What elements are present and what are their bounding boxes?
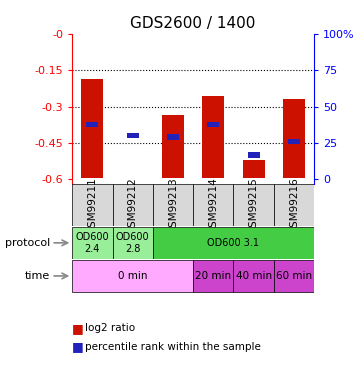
Bar: [234, 260, 274, 292]
Bar: [81, 79, 104, 178]
Bar: [283, 99, 305, 178]
Bar: [207, 122, 219, 128]
Bar: [274, 184, 314, 226]
Bar: [274, 260, 314, 292]
Text: 0 min: 0 min: [118, 271, 147, 281]
Text: ■: ■: [72, 340, 88, 353]
Bar: [288, 139, 300, 144]
Bar: [113, 227, 153, 259]
Text: ■: ■: [72, 322, 88, 334]
Text: OD600
2.4: OD600 2.4: [75, 232, 109, 254]
Text: GSM99216: GSM99216: [289, 177, 299, 234]
Text: 20 min: 20 min: [195, 271, 231, 281]
Text: time: time: [25, 271, 50, 281]
Bar: [167, 134, 179, 140]
Text: GSM99215: GSM99215: [249, 177, 258, 234]
Text: protocol: protocol: [5, 238, 50, 248]
Bar: [193, 184, 234, 226]
Text: OD600 3.1: OD600 3.1: [208, 238, 260, 248]
Text: GSM99213: GSM99213: [168, 177, 178, 234]
Text: percentile rank within the sample: percentile rank within the sample: [85, 342, 261, 352]
Bar: [153, 227, 314, 259]
Text: GSM99211: GSM99211: [87, 177, 97, 234]
Bar: [162, 115, 184, 178]
Bar: [234, 184, 274, 226]
Bar: [72, 184, 113, 226]
Bar: [72, 260, 193, 292]
Text: GSM99214: GSM99214: [208, 177, 218, 234]
Bar: [127, 133, 139, 138]
Text: GSM99212: GSM99212: [128, 177, 138, 234]
Bar: [202, 96, 225, 178]
Bar: [153, 184, 193, 226]
Text: 40 min: 40 min: [235, 271, 272, 281]
Title: GDS2600 / 1400: GDS2600 / 1400: [130, 16, 256, 31]
Text: 60 min: 60 min: [276, 271, 312, 281]
Bar: [243, 160, 265, 178]
Text: log2 ratio: log2 ratio: [85, 323, 135, 333]
Bar: [86, 122, 99, 128]
Text: OD600
2.8: OD600 2.8: [116, 232, 149, 254]
Bar: [72, 227, 113, 259]
Bar: [193, 260, 234, 292]
Bar: [113, 184, 153, 226]
Bar: [248, 152, 260, 158]
